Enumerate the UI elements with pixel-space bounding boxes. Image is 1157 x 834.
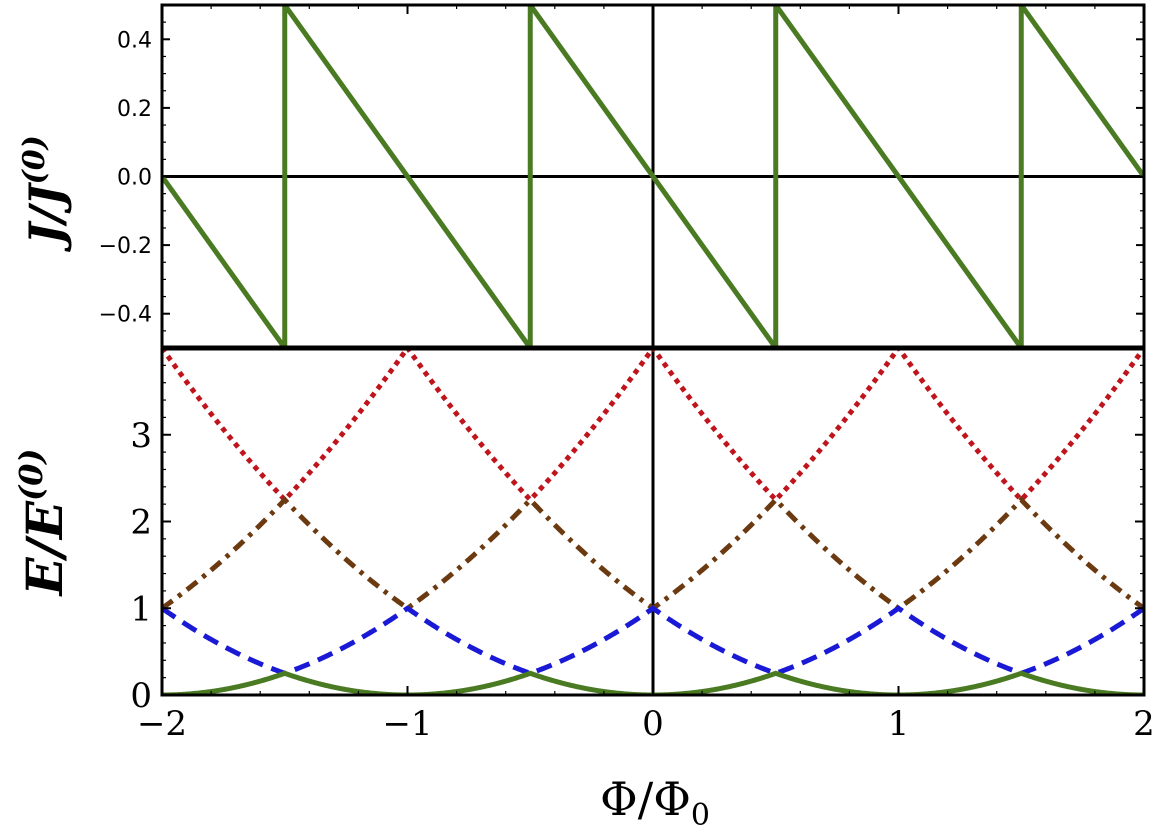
bottom-y-tick-label: 0 <box>130 676 152 716</box>
top-plot-area <box>162 5 1144 348</box>
x-axis-label-sub: 0 <box>691 798 710 833</box>
bottom-y-tick-label: 2 <box>130 503 152 543</box>
bottom-series-band-0-line <box>162 670 1144 695</box>
bottom-y-axis-label-sup: (0) <box>12 448 50 501</box>
top-series-0-line <box>162 5 1144 348</box>
bottom-plot-area <box>162 348 1144 695</box>
top-y-axis-label-main: J/J <box>19 181 73 253</box>
x-tick-label: −2 <box>137 704 187 744</box>
top-y-axis-label-sup: (0) <box>17 135 52 184</box>
top-panel: 0.4 0.2 0.0 −0.2 −0.4 <box>99 3 1146 350</box>
x-tick-label: 2 <box>1133 704 1155 744</box>
top-y-tick-label: 0.2 <box>117 97 152 122</box>
bottom-y-axis-label: E/E(0) <box>12 448 74 597</box>
top-y-tick-label: −0.4 <box>99 303 152 328</box>
bottom-y-axis-label-main: E/E <box>15 500 74 597</box>
top-y-axis-label: J/J(0) <box>17 135 73 253</box>
x-axis-label: Φ/Φ0 <box>600 772 710 833</box>
x-axis-label-main: Φ/Φ <box>600 772 691 826</box>
bottom-y-tick-label: 1 <box>130 589 152 629</box>
x-tick-label: −1 <box>382 704 432 744</box>
bottom-y-tick-label: 3 <box>130 416 152 456</box>
x-tick-label: 1 <box>888 704 910 744</box>
top-y-tick-label: 0.4 <box>117 28 152 53</box>
bottom-series-band-1-line <box>162 605 1144 676</box>
x-tick-label: 0 <box>642 704 664 744</box>
top-y-tick-label: −0.2 <box>99 234 152 259</box>
top-y-tick-label: 0.0 <box>117 166 152 191</box>
bottom-panel: 0 1 2 3 −2 −1 0 1 2 <box>130 345 1155 744</box>
